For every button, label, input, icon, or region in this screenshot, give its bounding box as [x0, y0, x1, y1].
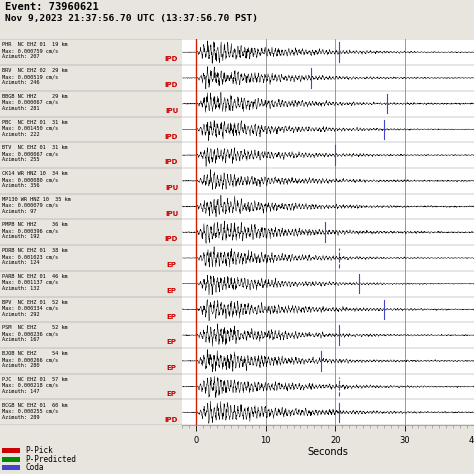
Bar — [2, 456, 20, 462]
Text: IPD: IPD — [165, 56, 178, 63]
Text: IPD: IPD — [165, 82, 178, 88]
Bar — [2, 465, 20, 470]
Text: Nov 9,2023 21:37:56.70 UTC (13:37:56.70 PST): Nov 9,2023 21:37:56.70 UTC (13:37:56.70 … — [5, 14, 258, 23]
Text: IPD: IPD — [165, 237, 178, 243]
Text: PSM  NC EHZ     52 km
Max: 0.000236 cm/s
Azimuth: 167: PSM NC EHZ 52 km Max: 0.000236 cm/s Azim… — [2, 325, 67, 342]
Text: CK14 WR HNZ 10  34 km
Max: 0.000080 cm/s
Azimuth: 356: CK14 WR HNZ 10 34 km Max: 0.000080 cm/s … — [2, 171, 67, 188]
Text: PDRB NC EHZ 01  38 km
Max: 0.001023 cm/s
Azimuth: 124: PDRB NC EHZ 01 38 km Max: 0.001023 cm/s … — [2, 248, 67, 265]
Text: EP: EP — [166, 339, 176, 346]
Text: BRV  NC EHZ 02  29 km
Max: 0.000519 cm/s
Azimuth: 246: BRV NC EHZ 02 29 km Max: 0.000519 cm/s A… — [2, 68, 67, 85]
Text: IPD: IPD — [165, 134, 178, 139]
Text: PBC  NC EHZ 01  31 km
Max: 0.001450 cm/s
Azimuth: 222: PBC NC EHZ 01 31 km Max: 0.001450 cm/s A… — [2, 119, 67, 137]
Text: PJC  NC EHZ 01  57 km
Max: 0.000218 cm/s
Azimuth: 147: PJC NC EHZ 01 57 km Max: 0.000218 cm/s A… — [2, 377, 67, 394]
Text: BTV  NC EHZ 01  31 km
Max: 0.000067 cm/s
Azimuth: 255: BTV NC EHZ 01 31 km Max: 0.000067 cm/s A… — [2, 146, 67, 162]
Text: Coda: Coda — [26, 463, 44, 472]
Text: P-Pick: P-Pick — [26, 447, 53, 455]
Text: BPV  NC EHZ 01  52 km
Max: 0.000334 cm/s
Azimuth: 292: BPV NC EHZ 01 52 km Max: 0.000334 cm/s A… — [2, 300, 67, 317]
Text: Event: 73960621: Event: 73960621 — [5, 2, 99, 12]
Text: IPU: IPU — [165, 108, 178, 114]
Text: EP: EP — [166, 314, 176, 319]
Text: EP: EP — [166, 288, 176, 294]
Text: PHR  NC EHZ 01  19 km
Max: 0.000759 cm/s
Azimuth: 207: PHR NC EHZ 01 19 km Max: 0.000759 cm/s A… — [2, 42, 67, 59]
Text: BBGB NC HHZ     29 km
Max: 0.000067 cm/s
Azimuth: 281: BBGB NC HHZ 29 km Max: 0.000067 cm/s Azi… — [2, 94, 67, 111]
Text: EP: EP — [166, 365, 176, 371]
Text: EP: EP — [166, 262, 176, 268]
Text: IPD: IPD — [165, 159, 178, 165]
X-axis label: Seconds: Seconds — [308, 447, 349, 457]
Text: EP: EP — [166, 391, 176, 397]
Text: P-Predicted: P-Predicted — [26, 455, 76, 464]
Text: IPD: IPD — [165, 417, 178, 422]
Text: BJOB NC EHZ     54 km
Max: 0.000266 cm/s
Azimuth: 280: BJOB NC EHZ 54 km Max: 0.000266 cm/s Azi… — [2, 351, 67, 368]
Text: BCGB NC EHZ 01  60 km
Max: 0.000255 cm/s
Azimuth: 289: BCGB NC EHZ 01 60 km Max: 0.000255 cm/s … — [2, 402, 67, 419]
Bar — [2, 448, 20, 453]
Text: PARB NC EHZ 01  46 km
Max: 0.001137 cm/s
Azimuth: 132: PARB NC EHZ 01 46 km Max: 0.001137 cm/s … — [2, 274, 67, 291]
Text: IPU: IPU — [165, 185, 178, 191]
Text: IPU: IPU — [165, 211, 178, 217]
Text: PMPB NC HHZ     36 km
Max: 0.000396 cm/s
Azimuth: 192: PMPB NC HHZ 36 km Max: 0.000396 cm/s Azi… — [2, 222, 67, 239]
Text: MP130 WR HNZ 10  35 km
Max: 0.000079 cm/s
Azimuth: 97: MP130 WR HNZ 10 35 km Max: 0.000079 cm/s… — [2, 197, 71, 214]
